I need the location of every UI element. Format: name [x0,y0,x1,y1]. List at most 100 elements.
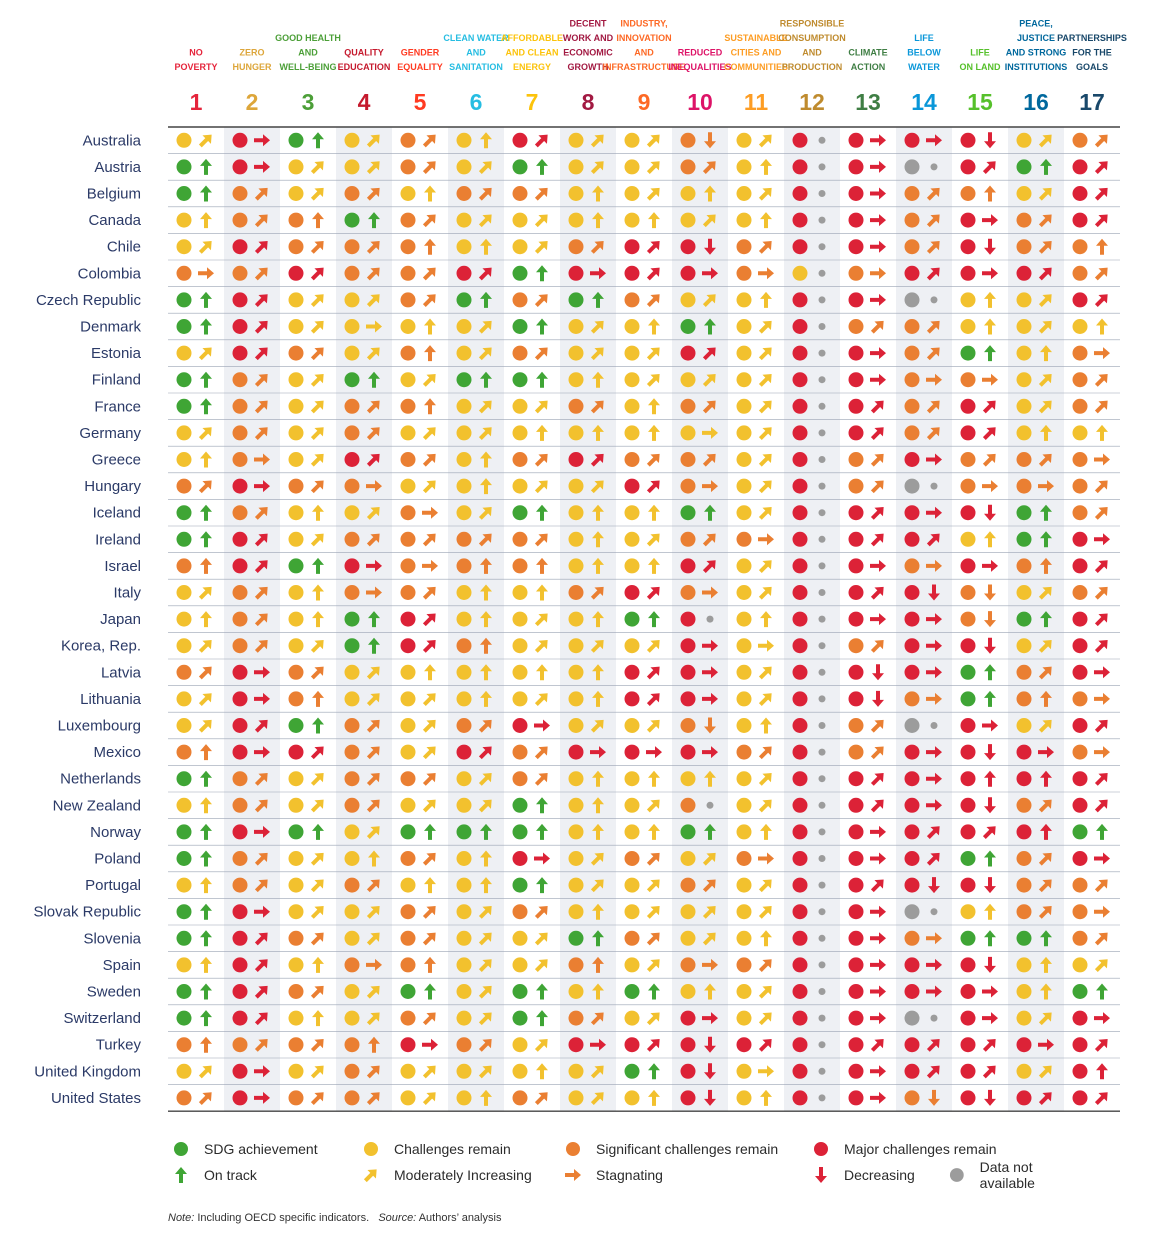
trend-arrow [1038,906,1052,919]
trend-arrow [928,1089,940,1106]
status-dot [1072,585,1088,600]
status-dot [624,718,640,733]
trend-arrow [200,398,212,415]
trend-arrow [984,930,996,947]
status-dot [1016,212,1032,228]
trend-arrow [592,983,604,1000]
status-dot [456,957,472,973]
trend-arrow-shape [928,584,940,601]
trend-arrow [704,717,716,734]
trend-arrow [366,427,380,440]
trend-arrow [646,586,660,600]
status-dot [456,505,472,521]
trend-arrow-shape [368,850,380,867]
trend-arrow [424,956,436,973]
status-dot [232,1010,248,1026]
trend-arrow [1094,134,1108,148]
country-label: Hungary [84,478,141,495]
status-dot [568,771,584,787]
trend-arrow [758,187,772,201]
status-dot [680,957,696,973]
trend-arrow [646,453,660,467]
trend-arrow [366,480,382,493]
trend-arrow [758,773,772,786]
status-dot [680,186,696,201]
status-dot [960,930,976,946]
trend-arrow-shape [926,1039,940,1052]
country-label: United States [51,1090,141,1107]
trend-arrow [254,773,268,786]
status-dot [456,531,472,547]
trend-arrow [926,1065,940,1079]
status-dot [680,265,696,281]
status-dot [792,345,808,361]
trend-arrow-shape [254,1012,268,1026]
trend-arrow [702,906,716,919]
trend-arrow-shape [254,746,270,759]
status-dot [736,345,752,361]
trend-arrow [424,185,436,202]
trend-arrow [480,132,492,149]
status-dot [624,265,640,281]
trend-arrow-shape [590,241,604,254]
trend-arrow-shape [534,241,548,254]
trend-arrow [982,985,998,998]
trend-arrow [870,160,886,173]
status-dot [456,159,472,175]
trend-arrow-shape [870,586,884,600]
goal-label: LIFE [970,48,990,58]
status-dot [288,744,304,760]
trend-arrow-shape [592,956,604,973]
trend-arrow [254,879,268,893]
status-dot [624,478,640,494]
trend-arrow-shape [1094,507,1108,520]
trend-arrow [648,611,660,628]
trend-arrow-shape [312,956,324,973]
trend-arrow-shape [702,692,718,705]
trend-arrow [422,214,436,228]
trend-arrow-shape [478,1065,492,1079]
trend-arrow [198,640,212,653]
status-dot [232,132,248,148]
status-dot [1016,930,1032,946]
trend-arrow-shape [422,746,436,760]
red-circle-icon [814,1142,828,1156]
trend-arrow [648,398,660,415]
trend-arrow [534,453,548,467]
trend-arrow [870,879,884,893]
trend-arrow-shape [870,533,884,547]
status-dot [680,797,696,813]
trend-arrow [926,666,942,679]
trend-arrow-shape [926,799,942,812]
status-dot [568,292,584,308]
trend-arrow [702,161,716,174]
status-dot [736,319,752,334]
trend-arrow-shape [758,852,774,865]
trend-arrow [366,666,380,680]
status-dot [624,691,640,707]
trend-arrow [760,158,772,175]
status-dot [456,1010,472,1026]
trend-dot [818,190,826,197]
trend-arrow [984,637,996,654]
orange-circle-icon [566,1142,580,1156]
trend-arrow [366,1065,380,1079]
country-label: Latvia [101,664,142,681]
trend-arrow [870,134,886,147]
legend-item-on-track: On track [170,1164,257,1186]
status-dot [624,531,640,547]
status-dot [232,691,248,707]
status-dot [344,186,360,201]
trend-arrow-shape [758,400,772,414]
status-dot [736,186,752,201]
status-dot [792,1090,808,1106]
status-dot [232,984,248,999]
trend-arrow [478,400,492,414]
trend-arrow [926,506,942,519]
trend-arrow-shape [1038,267,1052,281]
trend-arrow [926,400,940,414]
status-dot [792,425,808,441]
trend-arrow [1096,238,1108,255]
status-dot [176,1063,192,1079]
trend-arrow [254,294,268,307]
